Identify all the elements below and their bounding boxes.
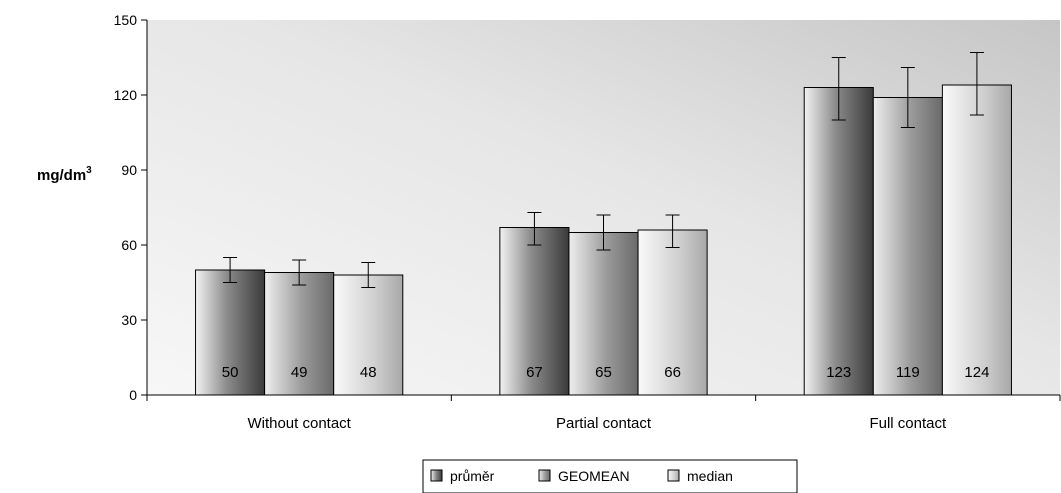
bar (333, 274, 404, 396)
y-axis-label-sup: 3 (86, 165, 92, 176)
legend-swatch (430, 469, 443, 482)
bar (872, 97, 943, 396)
x-tick-label: Full contact (869, 415, 947, 432)
bar (803, 87, 874, 396)
data-label: 65 (595, 364, 612, 381)
data-label: 124 (964, 364, 989, 381)
error-bars (223, 52, 984, 288)
legend-label: GEOMEAN (558, 468, 630, 484)
bars (195, 84, 1012, 396)
x-tick-label: Without contact (247, 415, 351, 432)
y-tick-label: 90 (121, 162, 137, 178)
data-label: 50 (222, 364, 239, 381)
data-label: 123 (826, 364, 851, 381)
y-tick-label: 0 (129, 387, 137, 403)
data-label: 48 (360, 364, 377, 381)
bar (637, 229, 708, 396)
y-tick-label: 60 (121, 237, 137, 253)
data-label: 49 (291, 364, 308, 381)
legend: průměr GEOMEAN median (422, 459, 798, 493)
bar (195, 269, 266, 396)
legend-label: průměr (450, 468, 495, 484)
data-label: 66 (664, 364, 681, 381)
x-tick-label: Partial contact (556, 415, 652, 432)
legend-swatch (538, 469, 551, 482)
legend-box (422, 459, 798, 493)
y-tick-label: 150 (114, 12, 138, 28)
bar (941, 84, 1012, 396)
y-tick-label: 30 (121, 312, 137, 328)
x-axis: Without contact Partial contact Full conta… (146, 394, 1061, 432)
data-label: 119 (896, 364, 920, 381)
y-axis-label: mg/dm3 (37, 165, 92, 184)
legend-label: median (687, 468, 733, 484)
bar (568, 232, 639, 396)
bar (499, 227, 570, 396)
data-labels: 50 49 48 67 65 66 123 119 124 (222, 364, 990, 381)
y-tick-label: 120 (114, 87, 138, 103)
y-axis-label-text: mg/dm (37, 167, 86, 184)
legend-swatch (667, 469, 680, 482)
y-axis: 0 30 60 90 120 150 (114, 12, 148, 403)
data-label: 67 (526, 364, 543, 381)
